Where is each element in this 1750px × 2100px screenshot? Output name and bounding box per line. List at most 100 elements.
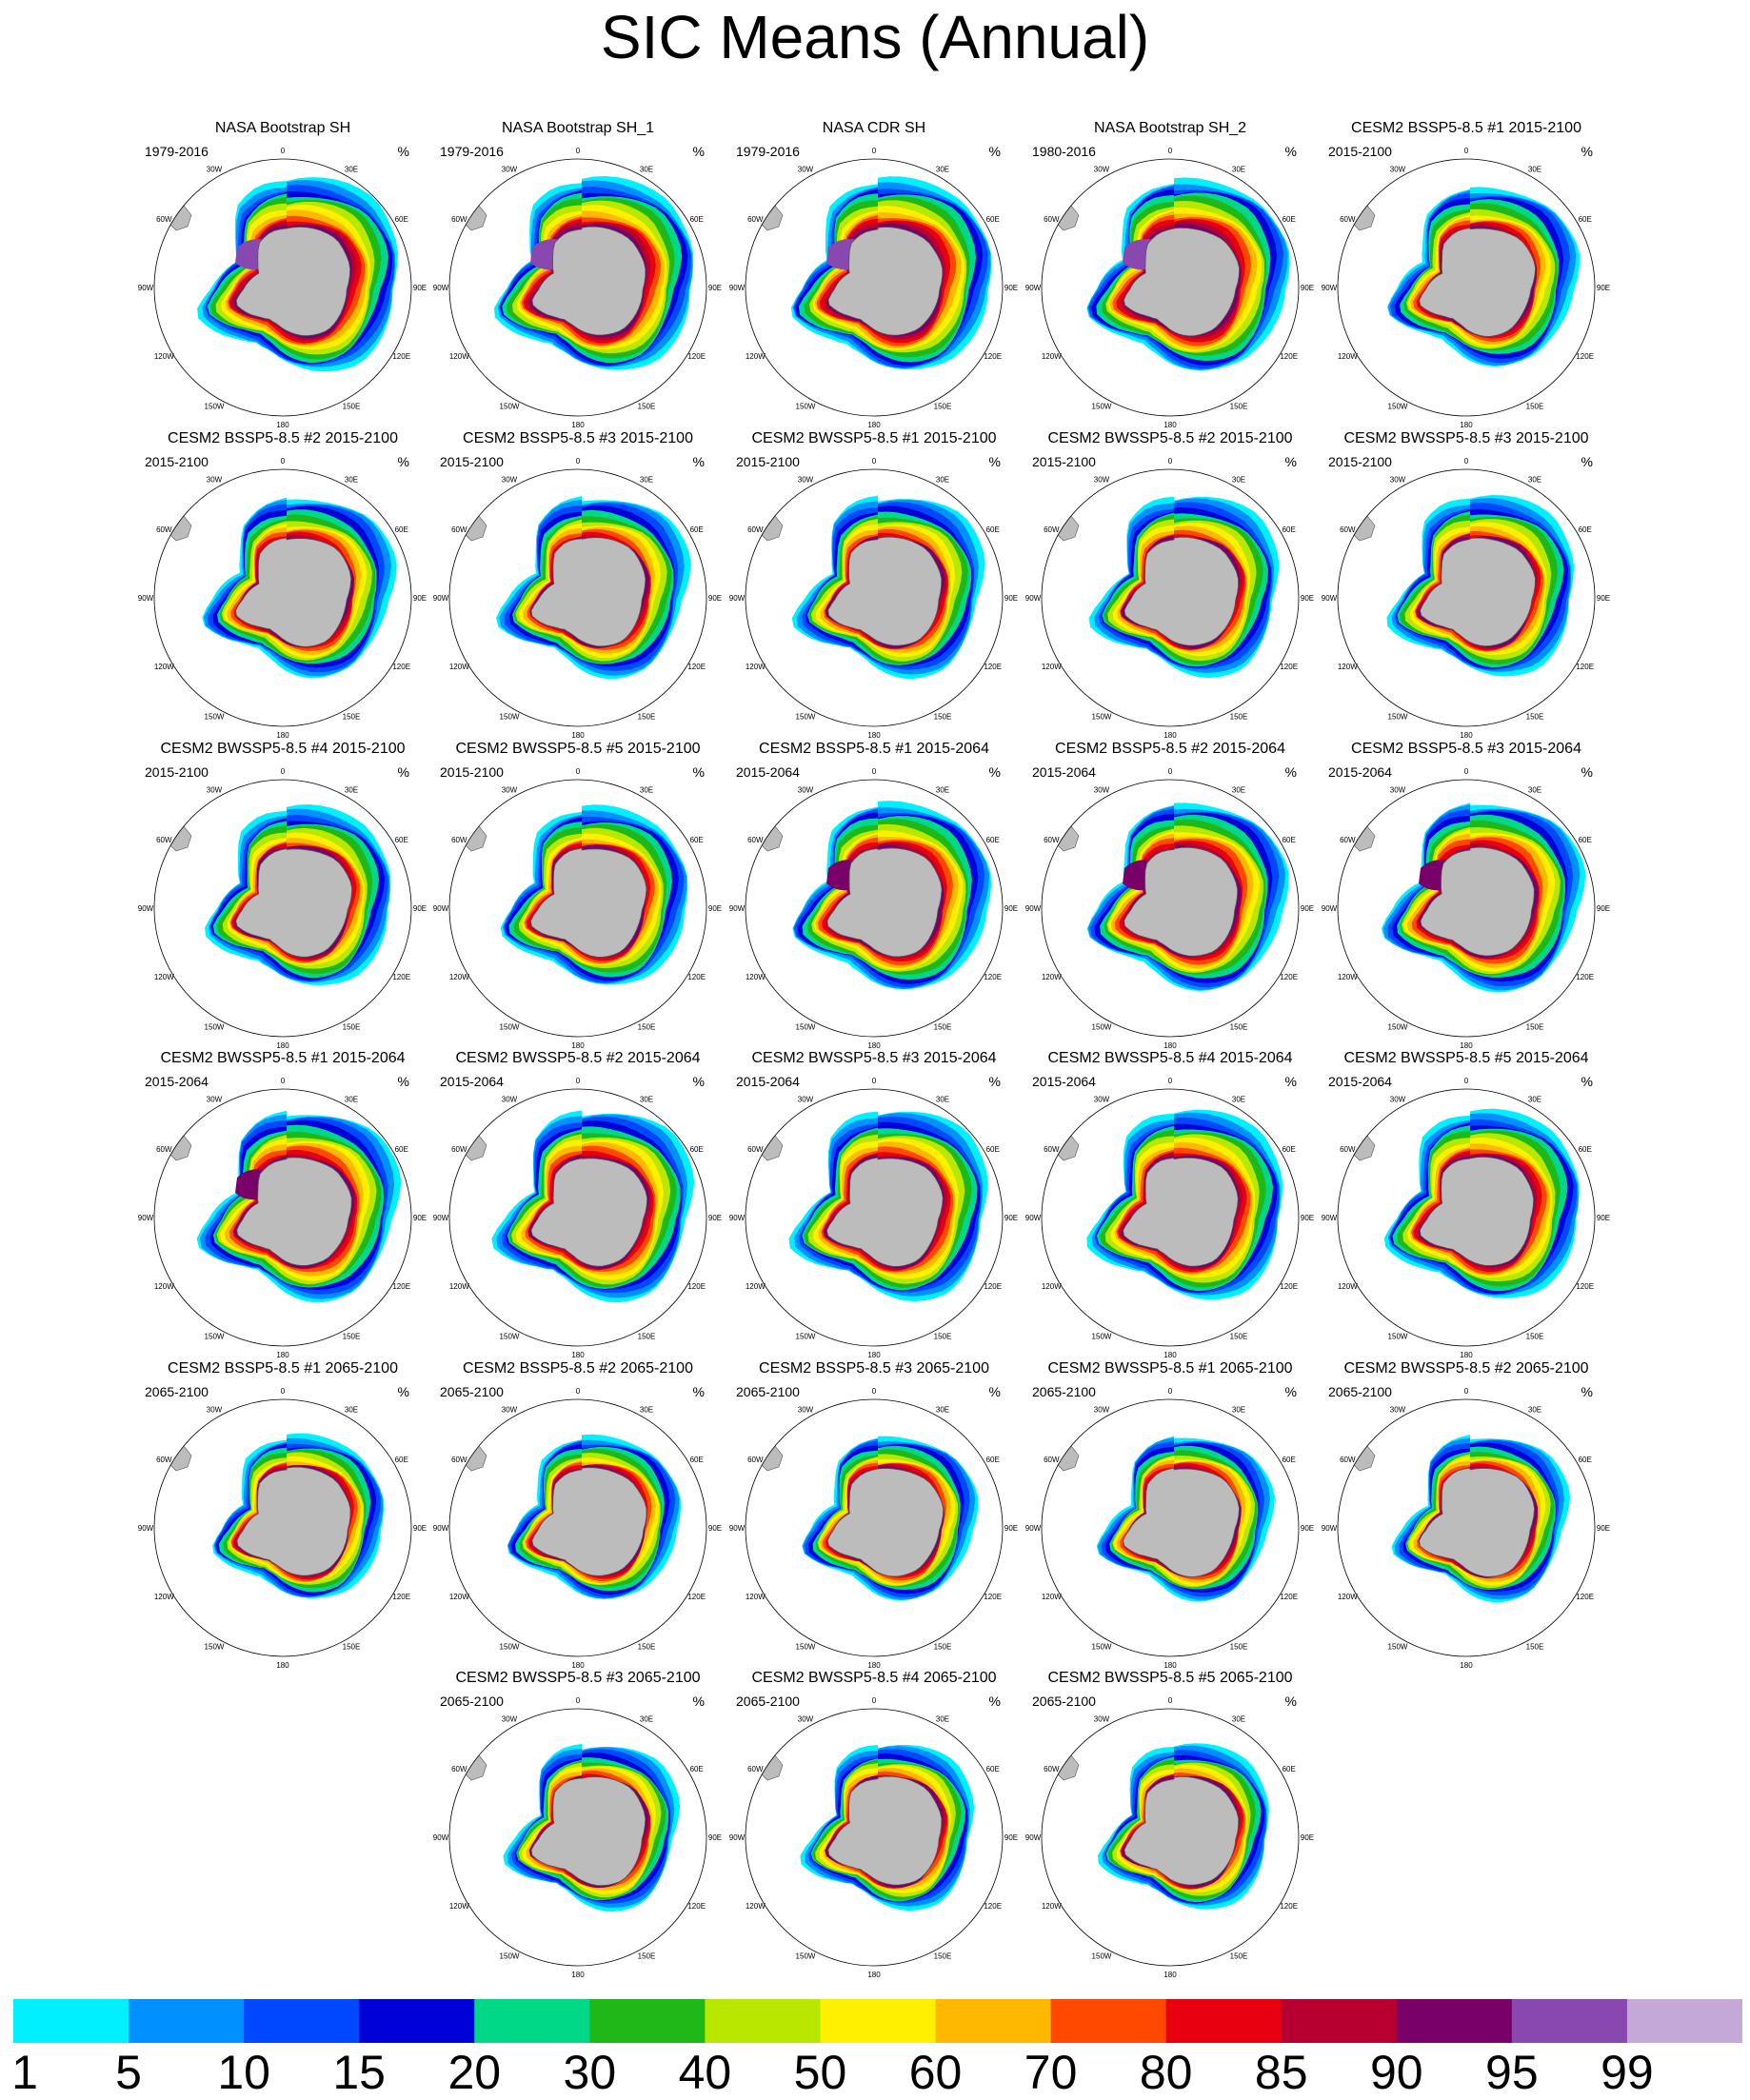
meridian-label: 0 [1168,1696,1173,1705]
polar-map: 0 30E 60E 90E 120E 150E 180 150W 120W 90W 60W 30W [1322,1077,1610,1359]
meridian-label: 60E [395,525,408,534]
meridian-label: 150E [1526,713,1544,722]
meridian-label: 0 [281,147,286,155]
meridian-label: 30W [798,165,814,173]
south-america-landmass [1351,825,1376,852]
meridian-label: 0 [576,147,581,155]
meridian-label: 60W [1340,525,1356,534]
panel-units: % [1284,454,1297,469]
antarctica-landmass [826,1468,945,1577]
antarctica-landmass [826,847,943,958]
panel-period: 2015-2100 [440,764,504,780]
meridian-label: 180 [1163,1661,1177,1670]
meridian-label: 30W [1094,475,1110,484]
meridian-label: 120W [154,352,174,361]
panel-title: CESM2 BWSSP5-8.5 #4 2015-2100 [160,741,406,757]
meridian-label: 60W [1340,1456,1356,1464]
polar-map: 0 30E 60E 90E 120E 150E 180 150W 120W 90W 60W 30W [729,1387,1018,1670]
panel-units: % [397,1074,409,1089]
meridian-label: 90W [729,1524,746,1533]
antarctica-landmass [825,1157,944,1267]
south-america-landmass [759,1754,784,1781]
meridian-label: 30E [345,475,358,484]
meridian-label: 90W [1025,1524,1042,1533]
meridian-label: 60E [1283,215,1296,224]
map-boundary [1337,1398,1596,1657]
panel-title: CESM2 BSSP5-8.5 #2 2015-2100 [168,430,398,446]
panel-title: CESM2 BWSSP5-8.5 #3 2065-2100 [455,1670,701,1686]
meridian-label: 90E [1301,904,1314,913]
meridian-label: 30W [1390,1405,1406,1414]
south-america-landmass [463,515,487,542]
panel-period: 2015-2064 [1032,764,1096,780]
meridian-label: 60W [1340,215,1356,224]
meridian-label: 120W [449,352,469,361]
meridian-label: 150W [205,1023,225,1032]
polar-map: 0 30E 60E 90E 120E 150E 180 150W 120W 90W 60W 30W [433,1696,722,1979]
meridian-label: 180 [1460,1351,1473,1359]
meridian-label: 60W [747,1456,764,1464]
meridian-label: 90E [1004,1833,1018,1842]
meridian-label: 60W [1044,1145,1060,1154]
meridian-label: 60W [747,215,764,224]
meridian-label: 120E [392,663,410,671]
meridian-label: 120W [449,663,469,671]
meridian-label: 30W [502,785,518,794]
meridian-label: 120W [449,1593,469,1601]
meridian-label: 90E [1301,1524,1314,1533]
meridian-label: 180 [1163,421,1177,429]
meridian-label: 0 [1168,147,1173,155]
polar-map: 0 30E 60E 90E 120E 150E 180 150W 120W 90W 60W 30W [433,767,722,1050]
meridian-label: 60W [1044,1456,1060,1464]
meridian-label: 30E [1232,1095,1245,1103]
meridian-label: 90E [1301,284,1314,292]
meridian-label: 0 [872,767,877,776]
meridian-label: 60E [986,215,1000,224]
meridian-label: 150E [1230,1023,1248,1032]
meridian-label: 60W [156,525,172,534]
meridian-label: 120E [984,973,1002,981]
meridian-label: 90W [729,594,746,603]
map-panel-grid: NASA Bootstrap SH 1979-2016% 0 30E 60E 90E 120… [138,120,1610,1979]
meridian-label: 120W [1338,352,1358,361]
colorbar-segment [589,1999,706,2043]
polar-map: 0 30E 60E 90E 120E 150E 180 150W 120W 90W 60W 30W [1322,457,1610,740]
meridian-label: 150W [1388,1023,1408,1032]
colorbar-tick-label: 85 [1254,2046,1308,2099]
map-boundary [1337,468,1596,727]
meridian-label: 60E [986,1765,1000,1773]
map-boundary [448,158,707,417]
meridian-label: 90E [1597,1214,1610,1222]
meridian-label: 60E [395,836,408,844]
meridian-label: 90W [1025,904,1042,913]
antarctica-landmass [531,226,646,336]
panel-period: 2065-2100 [736,1384,800,1399]
meridian-label: 150W [796,1333,816,1341]
antarctica-landmass [529,847,647,958]
meridian-label: 30E [1232,1405,1245,1414]
map-boundary [745,158,1004,417]
map-panel: CESM2 BWSSP5-8.5 #5 2015-2100 2015-2100% 0… [430,741,726,1050]
south-america-landmass [1351,1445,1376,1472]
map-panel: CESM2 BSSP5-8.5 #3 2015-2100 2015-2100% 0 3… [430,430,726,740]
meridian-label: 150W [1092,1023,1112,1032]
map-boundary [448,468,707,727]
map-panel: NASA CDR SH 1979-2016% 0 30E 60E 90E 120E 150E 1… [726,120,1022,429]
meridian-label: 30W [1390,165,1406,173]
meridian-label: 60E [986,1456,1000,1464]
meridian-label: 120E [687,1593,706,1601]
meridian-label: 60W [1340,836,1356,844]
panel-period: 2015-2100 [440,454,504,469]
colorbar-segment [359,1999,475,2043]
panel-title: CESM2 BWSSP5-8.5 #5 2065-2100 [1047,1670,1293,1686]
colorbar-tick-label: 40 [678,2046,732,2099]
meridian-label: 60E [690,1145,704,1154]
meridian-label: 60E [1283,525,1296,534]
panel-period: 2015-2064 [736,764,800,780]
meridian-label: 180 [1460,731,1473,740]
panel-units: % [1284,764,1297,780]
panel-period: 2065-2100 [736,1694,800,1709]
meridian-label: 0 [1464,457,1469,466]
meridian-label: 150W [1092,1643,1112,1652]
south-america-landmass [759,205,784,231]
